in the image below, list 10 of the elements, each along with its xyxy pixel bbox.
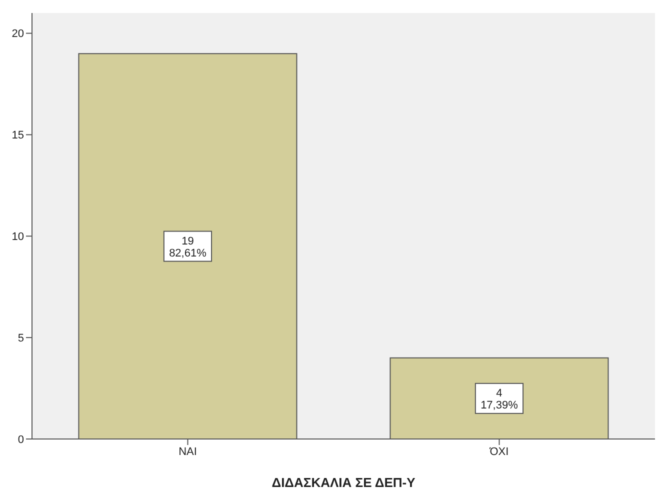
- y-tick-label: 0: [18, 434, 24, 446]
- y-tick-label: 20: [12, 28, 24, 40]
- x-tick-label: ΝΑΙ: [178, 446, 197, 458]
- data-label: 4 17,39%: [480, 387, 518, 412]
- y-tick-label: 15: [12, 130, 24, 142]
- x-axis-title: ΔΙΔΑΣΚΑΛΙΑ ΣΕ ΔΕΠ-Υ: [272, 475, 416, 490]
- y-tick-label: 5: [18, 332, 24, 344]
- x-tick-label: ΌΧΙ: [488, 446, 509, 458]
- y-tick-label: 10: [12, 231, 24, 244]
- data-label: 19 82,61%: [169, 235, 207, 260]
